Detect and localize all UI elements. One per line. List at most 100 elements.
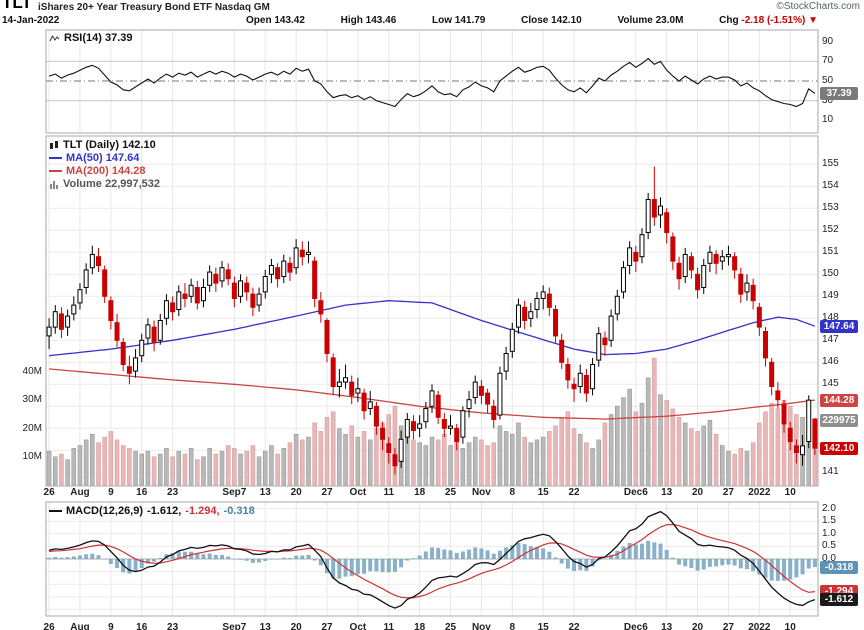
symbol: TLT [2, 0, 32, 12]
close-badge: 142.10 [820, 441, 858, 455]
price-legend-label: TLT (Daily) 142.10 [63, 139, 156, 151]
x-axis-label-bottom: 25 [444, 622, 457, 630]
x-axis-label-bottom: 26 [43, 622, 55, 630]
quote-change: Chg -2.18 (-1.51%) ▼ [719, 15, 818, 26]
macd-hist-value: -0.318 [223, 505, 255, 517]
ma50-legend: MA(50) 147.64 [49, 152, 139, 164]
close-value: 142.10 [551, 15, 582, 26]
volume-legend-label: Volume 22,997,532 [63, 178, 161, 190]
price-axis-label: 145 [822, 378, 839, 390]
quote-low: Low 141.79 [432, 15, 485, 26]
x-axis-label-bottom: 27 [321, 622, 333, 630]
ma50-swatch [49, 157, 62, 159]
x-axis-label: 13 [661, 487, 673, 498]
x-axis-label-bottom: 16 [136, 622, 148, 630]
quote-open: Open 143.42 [246, 15, 305, 26]
x-axis-label: 20 [290, 487, 302, 498]
ma200-swatch [49, 170, 62, 172]
x-axis-label-bottom: 27 [722, 622, 734, 630]
x-axis-label-bottom: 22 [568, 622, 580, 630]
change-down-arrow: ▼ [808, 15, 818, 26]
rsi-badge: 37.39 [820, 86, 858, 100]
volume-axis-label: 20M [22, 422, 42, 434]
rsi-legend-label: RSI(14) 37.39 [64, 32, 133, 44]
x-axis-label: 25 [444, 487, 457, 498]
x-axis-label-bottom: 13 [259, 622, 271, 630]
x-axis-label-bottom: 2022 [748, 622, 771, 630]
low-label: Low [432, 15, 452, 26]
macd-axis-label: 1.5 [822, 515, 836, 527]
ma50-badge: 147.64 [820, 319, 858, 333]
chg-value: -2.18 (-1.51%) [741, 15, 806, 26]
x-axis-label: 15 [537, 487, 549, 498]
candlestick-icon [50, 141, 58, 149]
x-axis-label: 27 [722, 487, 734, 498]
close-label: Close [521, 15, 549, 26]
x-axis-label-bottom: 15 [537, 622, 549, 630]
macd-line-badge: -1.612 [820, 593, 858, 607]
volume-badge: 229975 [820, 413, 858, 427]
x-axis-label: 18 [414, 487, 426, 498]
macd-legend: MACD(12,26,9) -1.612, -1.294, -0.318 [49, 505, 255, 517]
price-legend: TLT (Daily) 142.10 [49, 139, 156, 151]
open-label: Open [246, 15, 272, 26]
quote-date: 14-Jan-2022 [2, 15, 60, 26]
low-value: 141.79 [454, 15, 486, 26]
x-axis-label-bottom: 9 [108, 622, 114, 630]
x-axis-label: Oct [349, 487, 367, 498]
ma200-legend-label: MA(200) 144.28 [66, 165, 146, 177]
quote-high: High 143.46 [341, 15, 397, 26]
volume-axis-label: 10M [22, 450, 42, 462]
page-title: iShares 20+ Year Treasury Bond ETF Nasda… [38, 2, 270, 13]
rsi-axis-label: 50 [822, 75, 834, 86]
x-axis-label: 8 [509, 487, 516, 498]
macd-legend-name: MACD(12,26,9) [66, 505, 144, 517]
ma200-legend: MA(200) 144.28 [49, 165, 146, 177]
x-axis-label: 23 [167, 487, 179, 498]
high-label: High [340, 15, 363, 26]
macd-axis-label: 0.5 [822, 540, 836, 552]
quote-volume: Volume 23.0M [617, 15, 683, 26]
price-axis-label: 147 [822, 334, 839, 346]
copyright: ©StockCharts.com [776, 1, 860, 12]
price-axis-label: 141 [822, 466, 839, 478]
price-axis-label: 146 [822, 356, 839, 368]
x-axis-label: 27 [321, 487, 333, 498]
quote-close: Close 142.10 [521, 15, 582, 26]
x-axis-label: 26 [43, 487, 55, 498]
rsi-legend: RSI(14) 37.39 [49, 32, 132, 44]
x-axis-label-bottom: 23 [167, 622, 179, 630]
x-axis-label-bottom: Nov [471, 622, 491, 630]
high-value: 143.46 [365, 15, 397, 26]
x-axis-label-bottom: 10 [784, 622, 796, 630]
volume-bars-icon [50, 181, 58, 189]
x-axis-label: 10 [784, 487, 796, 498]
macd-axis-label: 0.0 [822, 553, 836, 564]
price-axis-label: 151 [822, 246, 839, 258]
x-axis-label: 9 [108, 487, 114, 498]
price-axis-label: 154 [822, 180, 839, 192]
rsi-axis-label: 70 [822, 55, 834, 67]
x-axis-label-bottom: 20 [290, 622, 302, 630]
price-axis-label: 155 [822, 158, 839, 170]
macd-axis-label: 2.0 [822, 502, 836, 514]
open-value: 143.42 [274, 15, 305, 26]
x-axis-label: 2022 [748, 487, 771, 498]
rsi-axis-label: 30 [822, 94, 834, 106]
price-axis-label: 148 [822, 312, 839, 324]
volume-axis-label: 30M [22, 394, 42, 406]
x-axis-label-bottom: Dec6 [623, 622, 648, 630]
volume-label: Volume [617, 15, 653, 26]
x-axis-label-bottom: 18 [414, 622, 426, 630]
x-axis-label-bottom: 11 [383, 622, 395, 630]
macd-signal-value: -1.294, [185, 505, 220, 517]
ma50-legend-label: MA(50) 147.64 [66, 152, 140, 164]
x-axis-label: Sep7 [222, 487, 247, 498]
x-axis-label: 13 [259, 487, 271, 498]
x-axis-label: Aug [70, 487, 90, 498]
x-axis-label-bottom: 13 [661, 622, 673, 630]
volume-legend: Volume 22,997,532 [49, 178, 160, 190]
x-axis-label: Dec6 [623, 487, 648, 498]
